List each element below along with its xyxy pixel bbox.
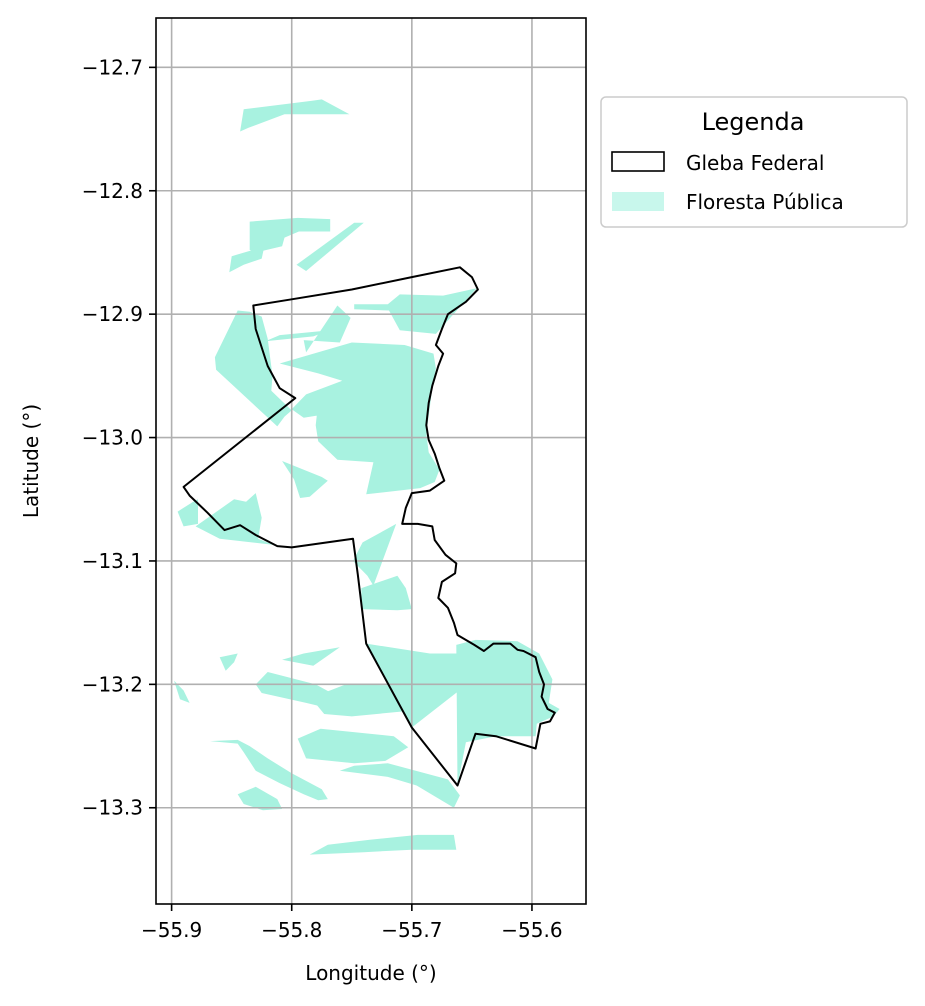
floresta-publica-layer	[174, 99, 560, 855]
floresta-publica-polygon-10	[195, 493, 274, 545]
y-tick-label-0: −12.7	[82, 55, 143, 79]
y-tick-label-4: −13.1	[82, 549, 143, 573]
x-tick-label-1: −55.8	[261, 918, 322, 942]
floresta-publica-polygon-6	[265, 330, 331, 342]
floresta-publica-polygon-3	[229, 247, 265, 273]
legend: Legenda Gleba Federal Floresta Pública	[600, 96, 908, 228]
y-tick-label-5: −13.2	[82, 672, 143, 696]
floresta-publica-polygon-21	[297, 728, 409, 764]
floresta-publica-polygon-9	[282, 461, 328, 498]
floresta-publica-polygon-12	[353, 523, 397, 586]
legend-swatch-floresta-publica	[612, 192, 664, 211]
floresta-publica-polygon-11	[177, 499, 198, 527]
floresta-publica-polygon-1	[249, 217, 331, 253]
floresta-publica-polygon-20	[310, 684, 436, 717]
legend-label-floresta-publica: Floresta Pública	[686, 190, 844, 214]
floresta-publica-polygon-17	[282, 647, 340, 666]
legend-title: Legenda	[702, 108, 805, 136]
plot-frame	[155, 17, 587, 905]
grid-lines	[156, 18, 586, 904]
floresta-publica-polygon-4	[354, 288, 477, 334]
floresta-publica-polygon-23	[237, 786, 283, 811]
floresta-publica-polygon-5	[214, 310, 292, 427]
floresta-publica-polygon-0	[240, 99, 350, 132]
gleba-federal-boundary	[182, 266, 556, 787]
legend-frame	[600, 96, 908, 228]
x-axis-label: Longitude (°)	[305, 961, 436, 985]
floresta-publica-polygon-16	[219, 653, 238, 671]
floresta-publica-polygon-14	[366, 643, 472, 728]
legend-label-gleba-federal: Gleba Federal	[686, 151, 824, 175]
x-axis-ticks: −55.9 −55.8 −55.7 −55.6	[141, 904, 563, 942]
x-tick-label-0: −55.9	[141, 918, 202, 942]
floresta-publica-polygon-2	[296, 222, 364, 271]
x-tick-label-2: −55.7	[381, 918, 442, 942]
floresta-publica-polygon-7	[303, 305, 351, 353]
y-tick-label-1: −12.8	[82, 179, 143, 203]
y-axis-ticks: −12.7 −12.8 −12.9 −13.0 −13.1 −13.2 −13.3	[82, 55, 156, 820]
y-tick-label-3: −13.0	[82, 426, 143, 450]
y-axis-label: Latitude (°)	[19, 404, 43, 518]
floresta-publica-polygon-22	[210, 739, 328, 801]
gleba-federal-layer	[182, 266, 556, 787]
floresta-publica-polygon-24	[339, 763, 460, 808]
y-tick-label-2: −12.9	[82, 302, 143, 326]
floresta-publica-polygon-15	[456, 639, 560, 786]
floresta-publica-polygon-8	[279, 342, 440, 495]
x-tick-label-3: −55.6	[501, 918, 562, 942]
floresta-publica-polygon-13	[361, 575, 412, 611]
plot-area	[155, 17, 587, 905]
floresta-publica-polygon-25	[309, 834, 457, 855]
floresta-publica-polygon-19	[174, 680, 190, 703]
legend-swatch-gleba-federal	[611, 151, 665, 172]
y-tick-label-6: −13.3	[82, 796, 143, 820]
